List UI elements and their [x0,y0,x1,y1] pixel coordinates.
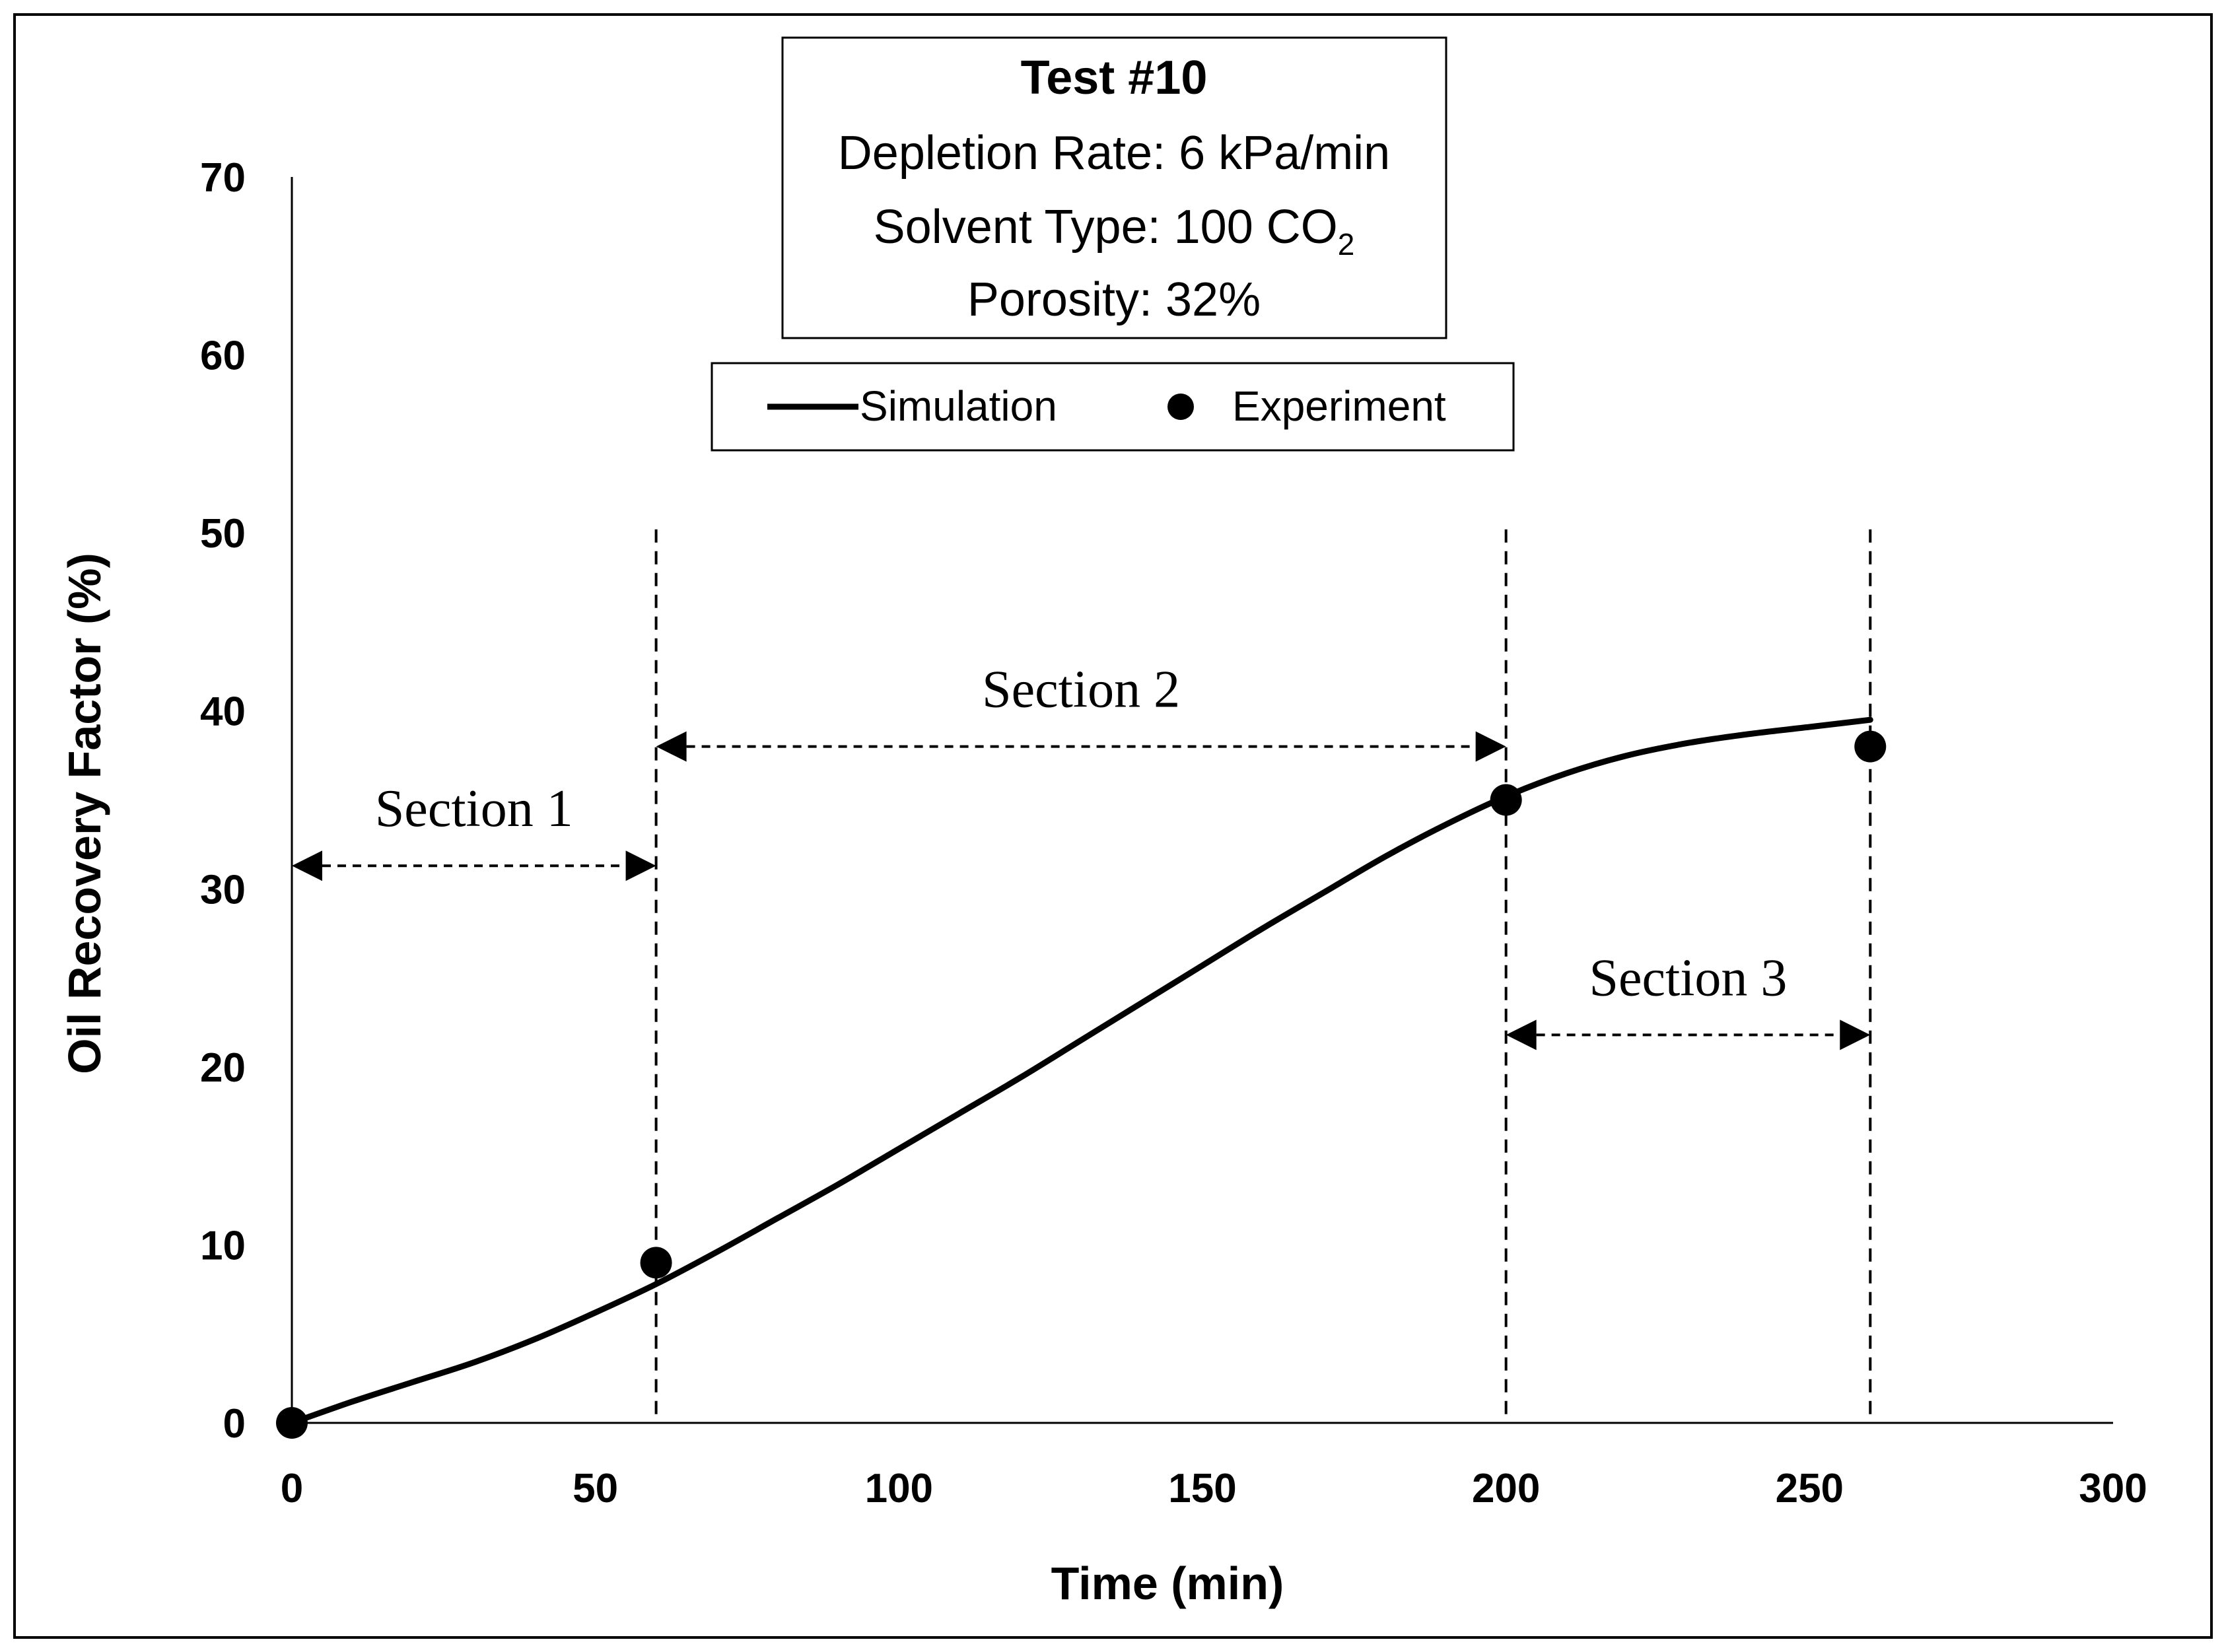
x-tick-label: 100 [865,1466,933,1511]
y-tick-label: 30 [200,867,246,912]
section-arrowhead-left [656,731,687,762]
info-box-porosity: Porosity: 32% [967,273,1261,326]
experiment-point [276,1407,308,1439]
legend-simulation-label: Simulation [860,382,1057,430]
x-tick-labels: 0 50 100 150 200 250 300 [281,1466,2147,1511]
y-tick-label: 40 [200,689,246,735]
legend-experiment-marker [1167,394,1194,420]
x-tick-label: 0 [281,1466,303,1511]
section-arrowhead-right [1840,1019,1871,1050]
solvent-type-text: Solvent Type: 100 CO [874,201,1338,254]
y-tick-label: 10 [200,1223,246,1268]
x-axis-title: Time (min) [1051,1558,1284,1609]
section-arrows: Section 1 Section 2 Section 3 [292,661,1871,1050]
solvent-type-subscript: 2 [1338,227,1355,261]
x-tick-label: 200 [1472,1466,1540,1511]
simulation-line [289,716,1873,1426]
x-tick-label: 150 [1168,1466,1236,1511]
section-label: Section 3 [1589,949,1787,1007]
experiment-point [1490,784,1522,816]
y-tick-label: 70 [200,155,246,201]
y-tick-labels: 0 10 20 30 40 50 60 70 [200,155,246,1447]
x-tick-label: 300 [2079,1466,2147,1511]
section-arrowhead-left [292,850,322,881]
experiment-point [1854,730,1887,763]
section-arrowhead-right [625,850,656,881]
x-tick-label: 50 [573,1466,618,1511]
experiment-point [640,1247,672,1279]
info-box-depletion-rate: Depletion Rate: 6 kPa/min [838,127,1390,180]
legend-experiment-label: Experiment [1232,382,1446,430]
info-box-title: Test #10 [1021,52,1208,104]
y-tick-label: 50 [200,511,246,557]
info-box-frame [781,36,1447,339]
section-label: Section 1 [375,780,573,838]
info-box-solvent-type: Solvent Type: 100 CO2 [874,201,1355,261]
y-tick-label: 60 [200,333,246,379]
y-axis-title: Oil Recovery Factor (%) [59,553,110,1074]
info-box: Test #10 Depletion Rate: 6 kPa/min Solve… [781,36,1447,339]
x-tick-label: 250 [1776,1466,1844,1511]
section-arrowhead-left [1506,1019,1537,1050]
y-tick-label: 20 [200,1045,246,1091]
legend: Simulation Experiment [711,362,1515,452]
plot-area [276,716,1887,1439]
section-label: Section 2 [982,661,1180,719]
section-arrowhead-right [1475,731,1506,762]
y-tick-label: 0 [223,1401,246,1447]
